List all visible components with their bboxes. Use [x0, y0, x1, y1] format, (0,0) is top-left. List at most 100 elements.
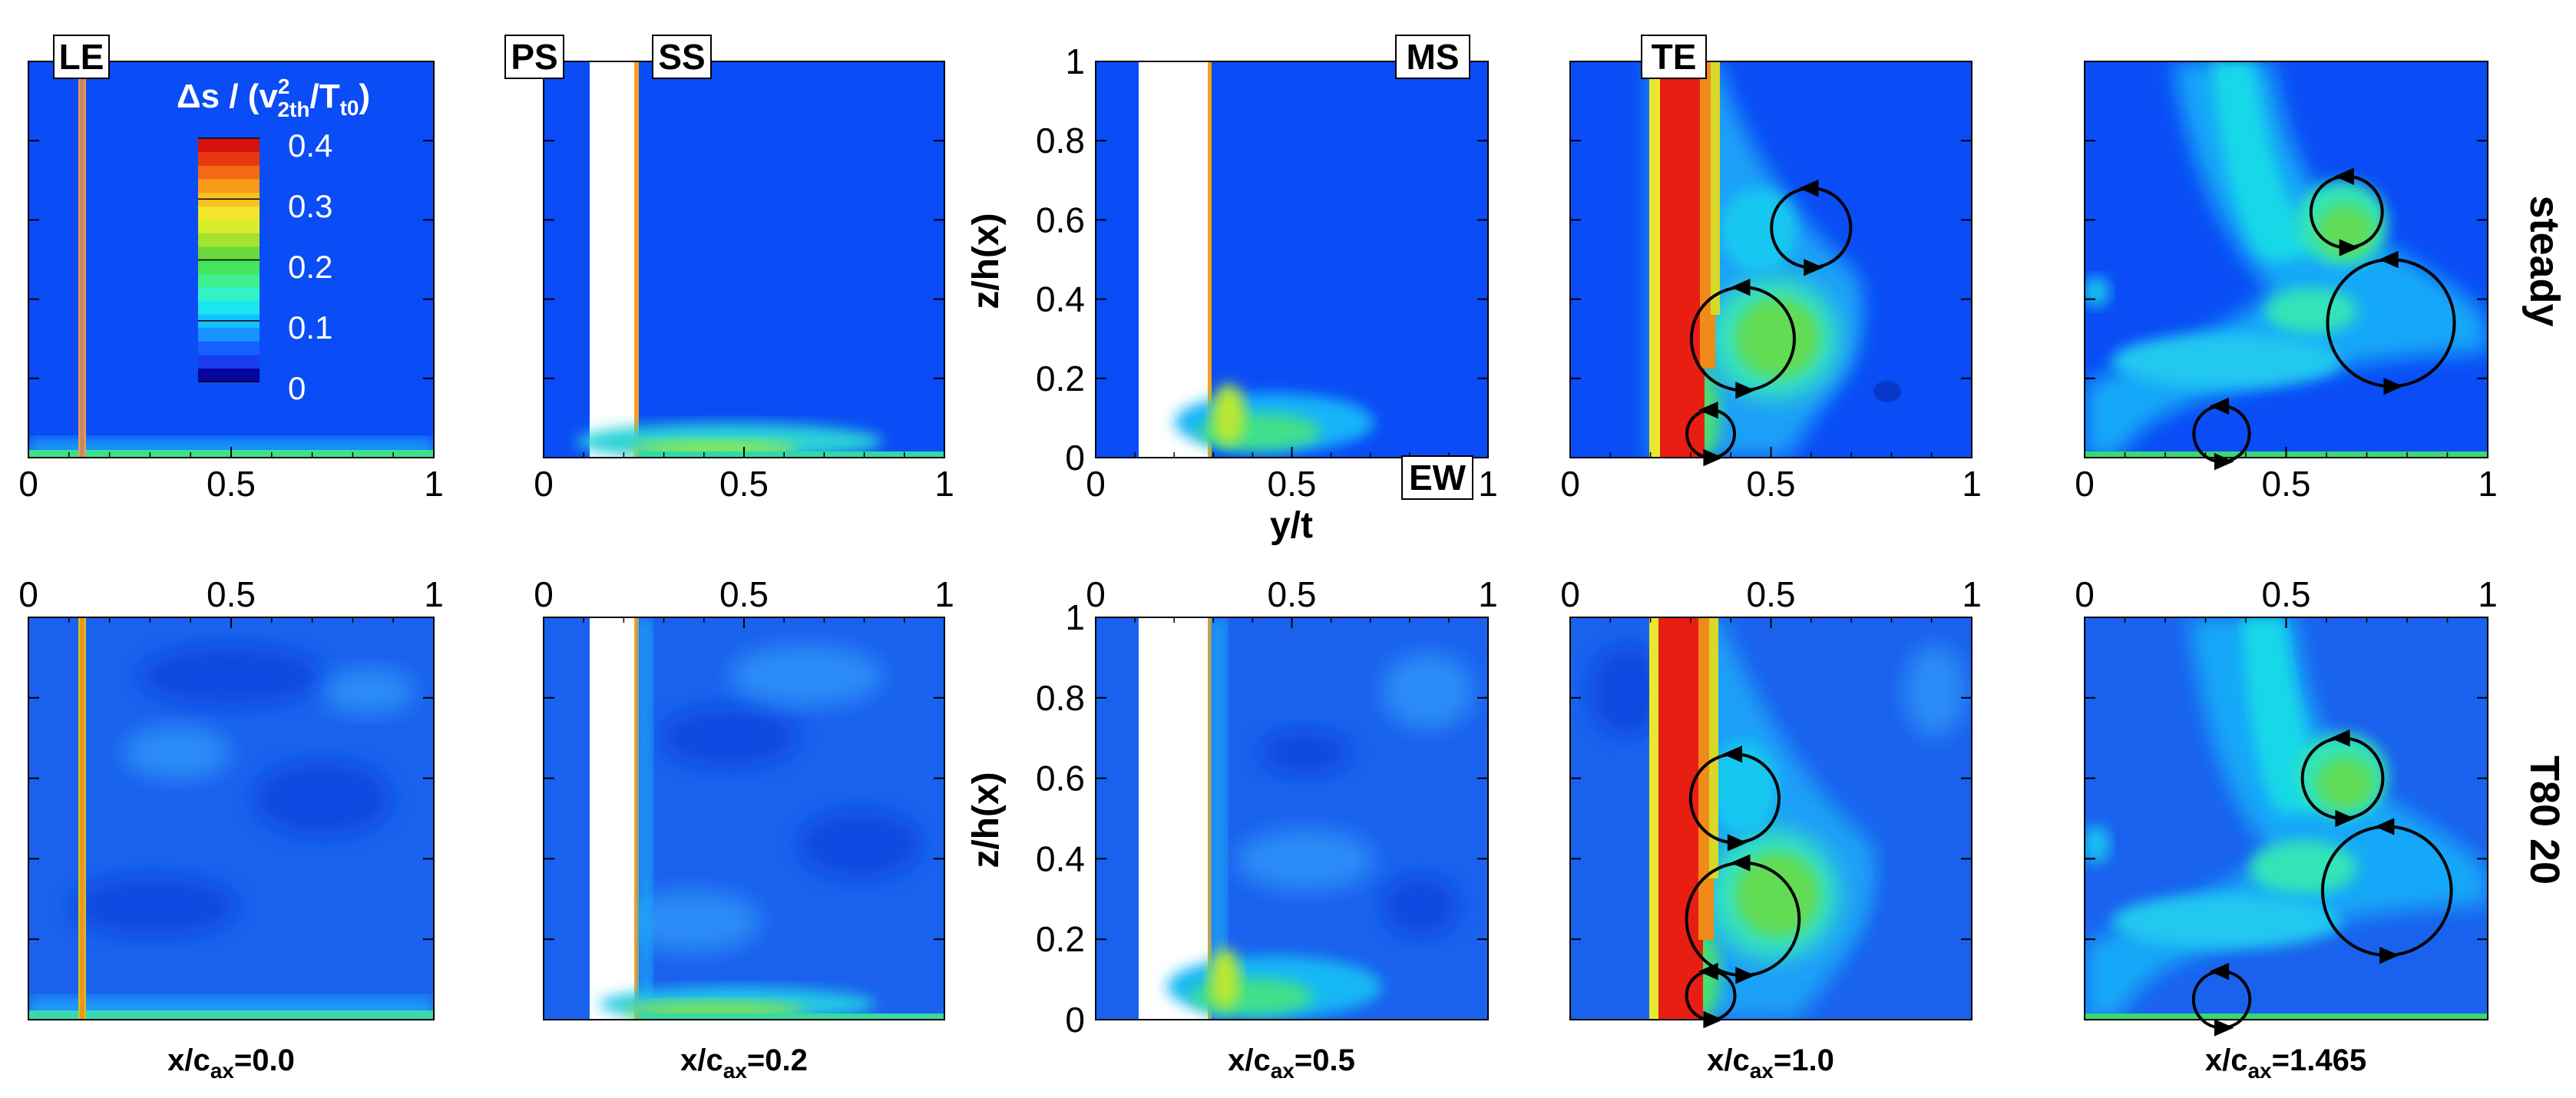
svg-text:EW: EW [1409, 458, 1467, 498]
axial-position-4: x/cax=1.465 [2205, 1043, 2366, 1083]
vortex-arrow [1703, 448, 1724, 467]
x-tick-label: 1 [2478, 574, 2498, 614]
y-axis-title-t8020: z/h(x) [966, 772, 1007, 868]
x-axis-title: y/t [1270, 505, 1313, 546]
colorbar-title: Δs / (v2 2th/Tt0) [177, 74, 370, 121]
x-tick-label: 1 [1478, 464, 1498, 504]
colorbar-segment [198, 233, 260, 247]
vortex-arrow [1730, 854, 1751, 871]
x-tick-label: 1 [2478, 464, 2498, 504]
vortex-arrow [2209, 397, 2230, 415]
colorbar-segment [198, 151, 260, 166]
colorbar-segment [198, 138, 260, 153]
x-tick-label: 0 [18, 464, 38, 504]
x-tick-label: 0.5 [1747, 464, 1796, 504]
annotation-ss: SS [652, 35, 712, 79]
svg-text:TE: TE [1652, 37, 1697, 77]
vortex-arrow [1730, 278, 1751, 296]
vortex-arrow [2330, 729, 2350, 747]
panel-steady-x1.0 [1570, 61, 1972, 458]
colorbar-tick-4: 0 [288, 370, 306, 406]
vortex-arrow [1722, 745, 1743, 763]
x-tick-label: 0.5 [207, 574, 256, 614]
colorbar-segment [198, 178, 260, 193]
panel-steady-x0.5 [1096, 61, 1488, 458]
x-tick-label: 0 [2075, 574, 2095, 614]
x-tick-label: 0.5 [719, 574, 769, 614]
x-tick-label: 0 [534, 464, 554, 504]
vortex-arrow [1703, 1010, 1724, 1029]
panel-steady-x0.2 [544, 61, 944, 458]
panel-t8020-x0.2 [544, 617, 944, 1020]
colorbar-tick-1: 0.3 [288, 188, 332, 224]
colorbar: Δs / (v2 2th/Tt0) 0.4 0.3 0.2 0.1 0 [177, 74, 370, 406]
x-tick-label: 0 [2075, 464, 2095, 504]
colorbar-segment [198, 273, 260, 288]
x-tick-label: 0.5 [2262, 464, 2311, 504]
x-tick-label: 0 [1560, 574, 1580, 614]
y-tick-label: 0.4 [1036, 838, 1085, 878]
vortex-arrow [2379, 946, 2399, 964]
x-tick-label: 0.5 [1268, 574, 1317, 614]
y-tick-label: 0.4 [1036, 279, 1085, 319]
colorbar-tick-2: 0.2 [288, 249, 332, 285]
x-tick-label: 0.5 [207, 464, 256, 504]
vortex-arrow [2214, 1019, 2234, 1037]
colorbar-segment [198, 206, 260, 220]
panel-t8020-x0 [28, 617, 434, 1020]
vortex-arrow [1727, 834, 1748, 852]
vortex-arrow [2214, 452, 2234, 471]
x-tick-label: 1 [934, 464, 954, 504]
annotation-ew: EW [1401, 455, 1473, 500]
x-tick-label: 1 [1478, 574, 1498, 614]
colorbar-segment [198, 260, 260, 274]
x-tick-label: 0 [1560, 464, 1580, 504]
x-tick-label: 0 [18, 574, 38, 614]
row-title-t8020: T80 20 [2521, 756, 2568, 885]
vortex-arrow [1698, 962, 1718, 981]
vortex-arrow [1735, 382, 1755, 399]
colorbar-segment [198, 246, 260, 261]
panel-t8020-x1.0 [1570, 617, 1972, 1020]
colorbar-segment [198, 327, 260, 342]
panel-t8020-x1.465 [2085, 617, 2488, 1020]
x-tick-label: 0 [1086, 464, 1106, 504]
x-tick-label: 0 [1086, 574, 1106, 614]
x-tick-label: 0.5 [1747, 574, 1796, 614]
panel-t8020-x0.5 [1096, 617, 1488, 1020]
x-tick-label: 1 [1962, 574, 1982, 614]
annotation-te: TE [1641, 35, 1707, 79]
svg-text:LE: LE [59, 37, 104, 77]
x-tick-label: 0.5 [1268, 464, 1317, 504]
colorbar-scale [198, 137, 260, 382]
svg-text:MS: MS [1407, 37, 1460, 77]
vortex-arrow [1735, 967, 1755, 984]
axial-position-3: x/cax=1.0 [1707, 1043, 1834, 1083]
y-tick-label: 0.6 [1036, 200, 1085, 240]
colorbar-segment [198, 354, 260, 369]
x-tick-label: 1 [424, 574, 444, 614]
vortex-arrow [2383, 377, 2403, 395]
y-tick-label: 0 [1065, 438, 1085, 478]
y-tick-label: 1 [1065, 41, 1085, 81]
axis-ticks: 0 0.5 1 0 0.5 1 0 0.5 1 0 0.2 0.4 0.6 0.8 1 0 0.5 1 0 0.5 1 0… [18, 41, 2498, 1040]
y-tick-label: 0.8 [1036, 678, 1085, 718]
svg-text:PS: PS [511, 37, 557, 77]
colorbar-tick-0: 0.4 [288, 127, 332, 164]
y-tick-label: 0.2 [1036, 919, 1085, 959]
vortex-arrow [1804, 259, 1824, 276]
vortex-arrow [2334, 167, 2354, 185]
panel-steady-x1.465 [2085, 61, 2488, 458]
y-axis-title-steady: z/h(x) [966, 213, 1007, 309]
colorbar-segment [198, 219, 260, 233]
y-tick-label: 0 [1065, 1000, 1085, 1040]
x-tick-label: 1 [424, 464, 444, 504]
vortex-arrow [2374, 818, 2395, 835]
colorbar-tick-3: 0.1 [288, 309, 332, 346]
axial-position-1: x/cax=0.2 [680, 1043, 808, 1083]
x-tick-label: 1 [934, 574, 954, 614]
colorbar-segment [198, 165, 260, 180]
axial-position-2: x/cax=0.5 [1228, 1043, 1355, 1083]
row-title-steady: steady [2521, 195, 2568, 326]
